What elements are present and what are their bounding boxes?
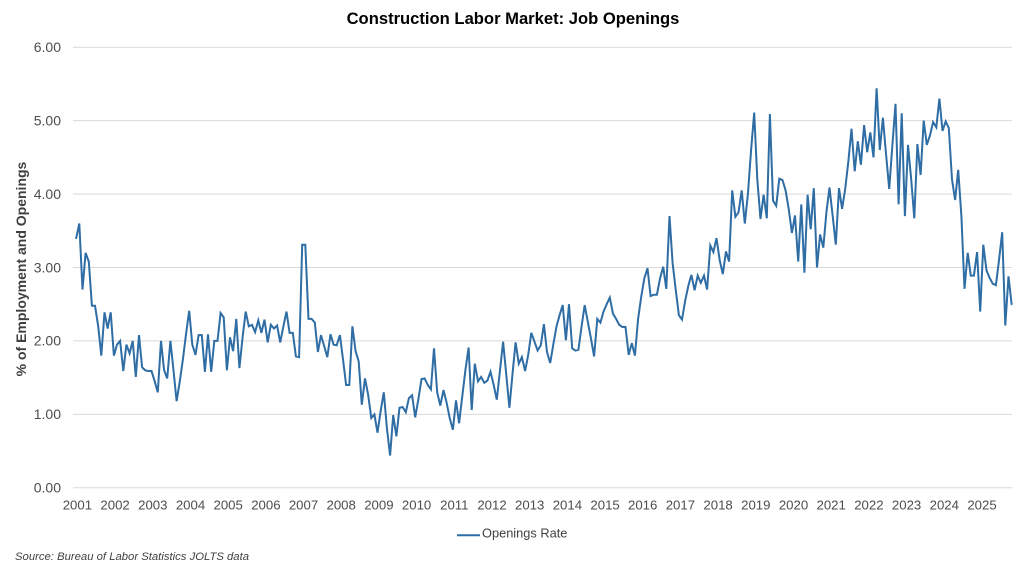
svg-text:3.00: 3.00 bbox=[34, 259, 61, 275]
svg-text:2005: 2005 bbox=[214, 498, 243, 513]
svg-text:2008: 2008 bbox=[327, 498, 356, 513]
svg-text:2017: 2017 bbox=[666, 498, 695, 513]
svg-text:2016: 2016 bbox=[628, 498, 657, 513]
svg-text:2022: 2022 bbox=[854, 498, 883, 513]
svg-text:2004: 2004 bbox=[176, 498, 205, 513]
svg-text:2002: 2002 bbox=[100, 498, 129, 513]
svg-text:2018: 2018 bbox=[703, 498, 732, 513]
svg-text:2010: 2010 bbox=[402, 498, 431, 513]
svg-text:Openings Rate: Openings Rate bbox=[482, 526, 567, 541]
svg-text:2020: 2020 bbox=[779, 498, 808, 513]
svg-text:5.00: 5.00 bbox=[34, 112, 61, 128]
svg-text:0.00: 0.00 bbox=[34, 480, 61, 496]
svg-text:2009: 2009 bbox=[364, 498, 393, 513]
svg-text:2021: 2021 bbox=[817, 498, 846, 513]
svg-text:1.00: 1.00 bbox=[34, 406, 61, 422]
svg-text:2015: 2015 bbox=[590, 498, 619, 513]
svg-text:2025: 2025 bbox=[967, 498, 996, 513]
svg-text:2001: 2001 bbox=[63, 498, 92, 513]
svg-text:2007: 2007 bbox=[289, 498, 318, 513]
svg-text:2011: 2011 bbox=[440, 498, 468, 513]
svg-text:Source: Bureau of Labor Statis: Source: Bureau of Labor Statistics JOLTS… bbox=[15, 551, 249, 563]
svg-text:2023: 2023 bbox=[892, 498, 921, 513]
svg-text:2006: 2006 bbox=[251, 498, 280, 513]
svg-text:2019: 2019 bbox=[741, 498, 770, 513]
svg-text:6.00: 6.00 bbox=[34, 39, 61, 55]
svg-text:Construction Labor Market: Job: Construction Labor Market: Job Openings bbox=[347, 9, 680, 28]
svg-text:2.00: 2.00 bbox=[34, 333, 61, 349]
svg-text:% of Employment and Openings: % of Employment and Openings bbox=[13, 161, 29, 376]
svg-text:2012: 2012 bbox=[477, 498, 506, 513]
svg-text:2014: 2014 bbox=[553, 498, 582, 513]
svg-text:2003: 2003 bbox=[138, 498, 167, 513]
svg-text:2024: 2024 bbox=[930, 498, 959, 513]
svg-text:4.00: 4.00 bbox=[34, 186, 61, 202]
svg-text:2013: 2013 bbox=[515, 498, 544, 513]
